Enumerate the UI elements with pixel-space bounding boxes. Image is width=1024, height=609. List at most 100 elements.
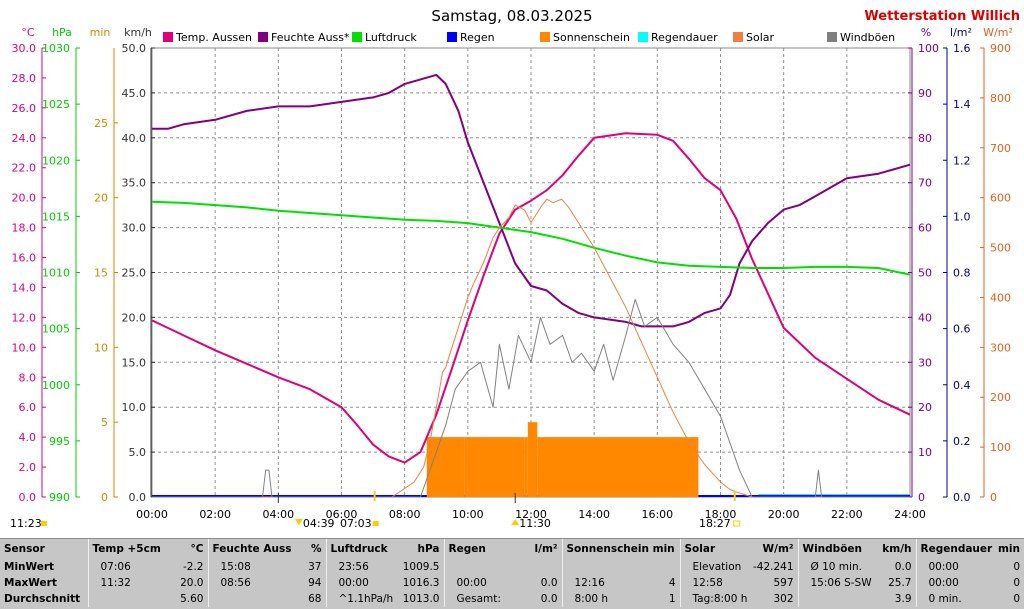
y-tick-label-rain: 0.6 [953,323,971,336]
sunrise-marker [372,521,379,526]
y-tick-label-humidity: 90 [918,87,932,100]
y-tick-label-pressure: 1025 [42,98,70,111]
x-tick-label: 06:00 [326,508,358,521]
stats-cell-time [93,593,101,605]
stats-header-cell: Feuchte Auss% [207,539,326,559]
stats-cell: 23:56 1009.5 [325,559,444,575]
stats-cell-value: 0 [1013,561,1020,573]
stats-cell-time: 23:56 [338,561,369,573]
stats-header-row: Sensor Temp +5cm °C Feuchte Auss% Luftdruck h… [0,539,1024,559]
stats-header-cell: Luftdruck hPa [325,539,444,559]
y-tick-label-temp: 8.0 [19,371,37,384]
axis-unit-humidity: % [921,26,931,39]
stats-cell-value: 0 [1013,593,1020,605]
stats-cell: 12:16 4 [561,575,680,591]
x-tick-label: 04:00 [262,508,294,521]
y-tick-label-solar: 0 [990,491,997,504]
stats-cell-time: 12:16 [574,577,605,589]
y-tick-label-rain: 1.0 [953,210,971,223]
legend-label: Regendauer [651,31,718,44]
chart-title: Samstag, 08.03.2025 [431,7,592,25]
max-marker [511,519,520,525]
min-temp-marker [294,519,303,525]
stats-cell-value: 0.0 [894,561,912,573]
sunshine-bar [461,437,465,497]
y-tick-label-solar: 500 [990,242,1011,255]
y-tick-label-temp: 16.0 [12,252,37,265]
stats-cell: 15:08 37 [207,559,326,575]
stats-cell-time [567,561,575,573]
y-tick-label-wind: 30.0 [122,222,147,235]
station-name: Wetterstation Willich [864,9,1020,24]
y-tick-label-humidity: 80 [918,132,932,145]
y-tick-label-humidity: 100 [918,42,939,55]
sunshine-bar [537,437,699,497]
stats-cell: 15:06 S-SW 25.7 [797,575,916,591]
y-tick-label-wind: 40.0 [122,132,147,145]
y-tick-label-pressure: 990 [49,491,70,504]
stats-header-label: Feuchte Auss [212,543,292,555]
stats-cell-value: 1013.0 [402,593,440,605]
y-tick-label-solar: 600 [990,192,1011,205]
stats-cell-value: -2.2 [183,561,204,573]
stats-cell-value: 0.0 [540,593,558,605]
sunshine-bar [524,437,528,497]
y-tick-label-solar: 700 [990,142,1011,155]
sunshine-bar [426,437,462,497]
stats-header-cell: Solar W/m² [679,539,798,559]
y-tick-label-humidity: 70 [918,177,932,190]
series-line-windb-en [152,298,910,498]
sunset-time: 18:27 [699,517,731,530]
y-tick-label-humidity: 0 [918,491,925,504]
y-tick-label-temp: 14.0 [12,281,37,294]
stats-cell-value: 302 [773,593,794,605]
y-tick-label-rain: 0.0 [953,491,971,504]
stats-cell-value: 37 [308,561,322,573]
stats-row: MinWert 07:06 -2.2 15:08 37 23:56 1009.5 Elevat… [0,559,1024,575]
stats-cell: Gesamt: 0.0 [443,591,562,607]
y-tick-label-minutes: 10 [94,341,108,354]
series-line-temp-aussen [151,132,911,464]
stats-header-label: Regendauer [920,543,993,555]
x-tick-label: 18:00 [705,508,737,521]
sunshine-bar [531,422,538,497]
stats-cell: 12:58 597 [679,575,798,591]
y-tick-label-humidity: 60 [918,222,932,235]
stats-cell [443,559,562,575]
stats-header-label: Sonnenschein min [566,543,675,555]
y-tick-label-wind: 0.0 [129,491,147,504]
stats-cell-value: 5.60 [180,593,204,605]
y-tick-label-temp: 12.0 [12,311,37,324]
stats-cell: 00:00 0 [915,575,1024,591]
stats-header-unit: min [997,543,1020,555]
legend-label: Temp. Aussen [175,31,252,44]
legend-swatch [163,32,173,42]
stats-header-cell: Sensor [0,539,88,559]
stats-cell-time: 00:00 [928,561,959,573]
stats-cell-value: 0 [1013,577,1020,589]
y-tick-label-wind: 20.0 [122,311,147,324]
y-tick-label-solar: 300 [990,341,1011,354]
stats-cell: Tag:8:00 h 302 [679,591,798,607]
x-tick-label: 10:00 [452,508,484,521]
stats-cell-value: 20.0 [180,577,204,589]
stats-cell-value: 25.7 [888,577,912,589]
stats-cell-time: ^1.1hPa/h [338,593,394,605]
stats-header-label: Windböen [802,543,863,555]
stats-cell: 68 [207,591,326,607]
y-tick-label-solar: 800 [990,92,1011,105]
stats-header-unit: % [310,543,322,555]
stats-cell-value: 597 [773,577,794,589]
chart-canvas: 00:00 02:00 04:00 06:00 08:00 10:00 12:00 14:00… [10,7,1020,530]
stats-cell: 00:00 0.0 [443,575,562,591]
stats-cell-time: 12:58 [692,577,723,589]
y-tick-label-rain: 1.6 [953,42,971,55]
y-tick-label-minutes: 0 [101,491,108,504]
stats-header-cell: Temp +5cm °C [87,539,208,559]
weather-chart: 00:00 02:00 04:00 06:00 08:00 10:00 12:00 14:00… [10,7,1020,530]
x-tick-label: 22:00 [831,508,863,521]
stats-cell-value: 0.0 [540,577,558,589]
y-tick-label-temp: 4.0 [19,431,37,444]
stats-cell-value: 3.9 [894,593,912,605]
x-tick-label: 00:00 [136,508,168,521]
